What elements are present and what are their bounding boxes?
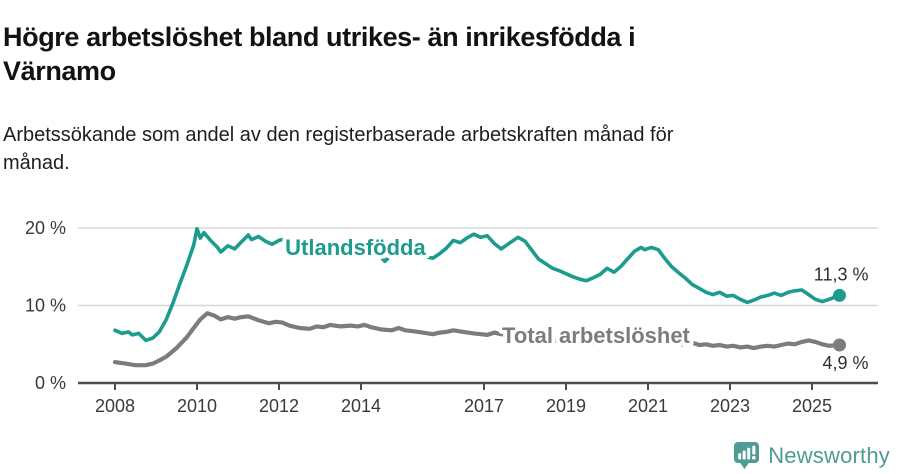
x-tick-label: 2023 [710, 396, 750, 416]
x-tick-label: 2012 [259, 396, 299, 416]
series-label-utlandsfodda: Utlandsfödda [285, 235, 426, 260]
y-tick-label: 0 % [35, 373, 66, 393]
end-value-label-utlandsfodda: 11,3 % [814, 264, 869, 284]
chart-subtitle-line-2: månad. [3, 152, 70, 174]
chart-subtitle: Arbetssökande som andel av den registerb… [3, 121, 673, 177]
y-tick-label: 10 % [25, 296, 66, 316]
x-tick-label: 2019 [546, 396, 586, 416]
x-tick-label: 2021 [628, 396, 668, 416]
x-tick-label: 2008 [95, 396, 135, 416]
bar-chart-speech-bubble-icon [734, 442, 760, 469]
x-tick-label: 2017 [464, 396, 504, 416]
x-tick-label: 2010 [177, 396, 217, 416]
chart-subtitle-line-1: Arbetssökande som andel av den registerb… [3, 124, 674, 146]
y-tick-label: 20 % [25, 218, 66, 238]
end-dot-utlandsfodda [832, 288, 846, 302]
end-dot-total [832, 338, 846, 352]
x-tick-label: 2014 [341, 396, 381, 416]
chart-title-line-2: Värnamo [3, 56, 116, 87]
series-line-total [112, 311, 842, 368]
chart-title: Högre arbetslöshet bland utrikes- än inr… [3, 20, 636, 88]
series-line-utlandsfodda [113, 227, 842, 343]
newsworthy-wordmark: Newsworthy [768, 442, 890, 468]
chart-title-line-1: Högre arbetslöshet bland utrikes- än inr… [3, 22, 636, 53]
end-value-label-total: 4,9 % [822, 353, 868, 373]
x-tick-label: 2025 [792, 396, 832, 416]
newsworthy-brand-link[interactable]: Newsworthy [733, 441, 890, 470]
series-label-total: Total arbetslöshet [502, 323, 691, 348]
